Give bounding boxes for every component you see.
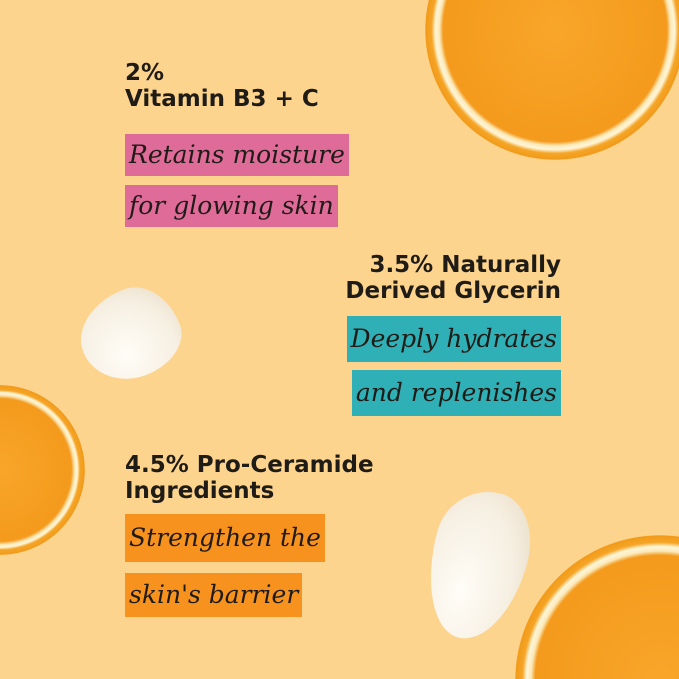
- heading-line: 2%: [125, 60, 165, 86]
- heading-glycerin: 3.5% Naturally Derived Glycerin: [345, 252, 561, 304]
- heading-line: 4.5% Pro-Ceramide: [125, 452, 374, 478]
- heading-ceramide: 4.5% Pro-Ceramide Ingredients: [125, 452, 374, 504]
- heading-line: Ingredients: [125, 478, 275, 504]
- heading-line: 3.5% Naturally: [369, 252, 561, 278]
- tag-strengthen: Strengthen the: [125, 514, 325, 562]
- heading-line: Vitamin B3 + C: [125, 86, 319, 112]
- orange-slice-top-right: [425, 0, 679, 160]
- orange-slice-bottom-right: [515, 535, 679, 679]
- heading-line: Derived Glycerin: [345, 278, 561, 304]
- tag-deeply-hydrates: Deeply hydrates: [346, 316, 561, 362]
- heading-vitamin: 2% Vitamin B3 + C: [125, 60, 319, 112]
- cream-swatch-left: [67, 275, 193, 393]
- tag-skin-barrier: skin's barrier: [125, 573, 303, 617]
- tag-retains-moisture: Retains moisture: [125, 134, 349, 176]
- tag-replenishes: and replenishes: [351, 370, 561, 416]
- orange-slice-left: [0, 385, 85, 555]
- tag-glowing-skin: for glowing skin: [125, 185, 338, 227]
